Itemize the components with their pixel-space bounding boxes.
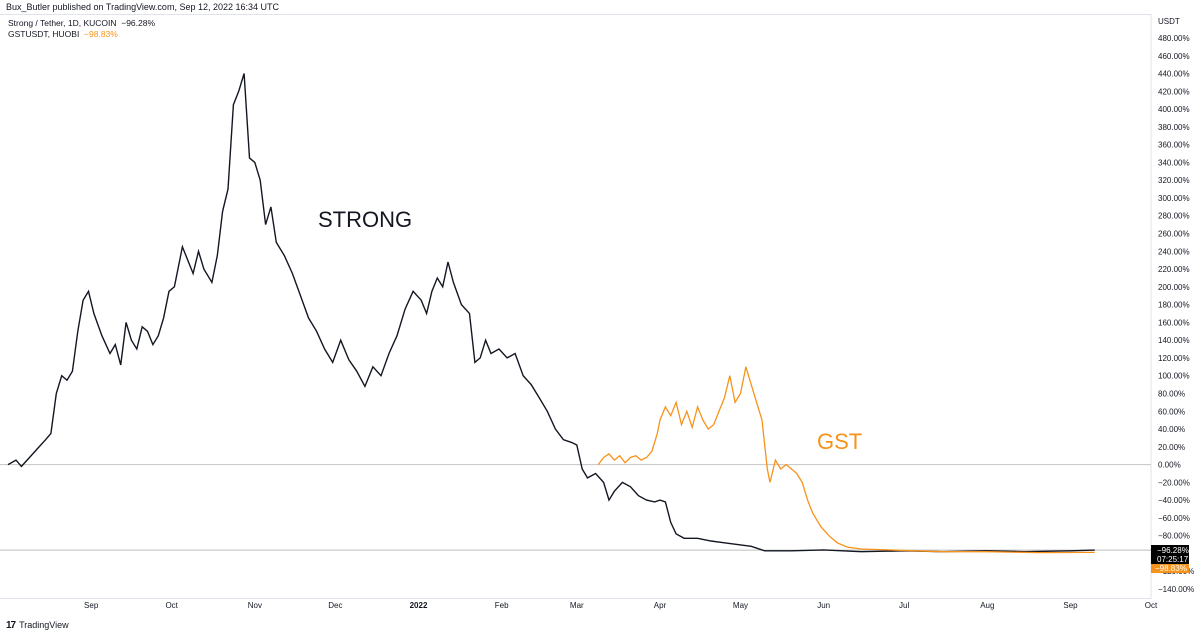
y-tick-label: 340.00% [1158, 158, 1190, 167]
publisher-line: Bux_Butler published on TradingView.com,… [6, 2, 280, 12]
y-tick-label: 60.00% [1158, 407, 1185, 416]
y-tick-label: 320.00% [1158, 176, 1190, 185]
y-tick-label: 440.00% [1158, 70, 1190, 79]
x-tick-label: Mar [570, 601, 584, 610]
y-tick-label: 120.00% [1158, 354, 1190, 363]
gst-annotation: GST [817, 429, 862, 454]
svg-text:−96.28%: −96.28% [1157, 546, 1189, 555]
gst-series-line [597, 366, 1095, 554]
legend-gst-value: −98.83% [84, 29, 118, 39]
chart-frame [0, 14, 1151, 599]
x-tick-label: Jun [817, 601, 830, 610]
x-tick-label: Dec [328, 601, 342, 610]
y-tick-label: 180.00% [1158, 301, 1190, 310]
y-tick-label: 200.00% [1158, 283, 1190, 292]
legend-strong[interactable]: Strong / Tether, 1D, KUCOIN −96.28% [8, 18, 155, 29]
x-tick-label: Nov [248, 601, 262, 610]
x-tick-label: Oct [165, 601, 178, 610]
y-tick-label: 480.00% [1158, 34, 1190, 43]
y-tick-label: 20.00% [1158, 443, 1185, 452]
tradingview-wordmark: TradingView [19, 620, 69, 630]
y-tick-label: 460.00% [1158, 52, 1190, 61]
x-tick-label: Aug [980, 601, 994, 610]
y-tick-label: −20.00% [1158, 478, 1190, 487]
x-axis-ticks: Sep Oct Nov Dec 2022 Feb Mar Apr May Jun Jul Aug Sep… [84, 601, 1158, 610]
y-tick-label: 40.00% [1158, 425, 1185, 434]
gst-price-tag: −98.83% [1151, 564, 1189, 573]
y-tick-label: 360.00% [1158, 141, 1190, 150]
svg-text:07:25:17: 07:25:17 [1157, 555, 1189, 564]
strong-annotation: STRONG [318, 207, 412, 232]
y-tick-label: 0.00% [1158, 461, 1181, 470]
y-tick-label: 420.00% [1158, 87, 1190, 96]
legend-strong-label: Strong / Tether, 1D, KUCOIN [8, 18, 117, 28]
y-tick-label: 240.00% [1158, 247, 1190, 256]
x-tick-label: Apr [654, 601, 667, 610]
y-tick-label: −60.00% [1158, 514, 1190, 523]
y-tick-label: 300.00% [1158, 194, 1190, 203]
y-tick-label: −140.00% [1158, 585, 1194, 594]
legend-strong-value: −96.28% [121, 18, 156, 28]
x-tick-label: Sep [1063, 601, 1078, 610]
y-tick-label: −40.00% [1158, 496, 1190, 505]
svg-text:−98.83%: −98.83% [1155, 564, 1187, 573]
x-tick-label: May [733, 601, 748, 610]
x-tick-label: Feb [495, 601, 509, 610]
y-axis-ticks: 480.00% 460.00% 440.00% 420.00% 400.00% 380.0… [1158, 34, 1194, 594]
strong-series-line [7, 73, 1095, 553]
y-tick-label: 220.00% [1158, 265, 1190, 274]
strong-price-tag: −96.28% 07:25:17 [1151, 545, 1189, 564]
y-tick-label: 160.00% [1158, 318, 1190, 327]
x-tick-label: Sep [84, 601, 99, 610]
x-tick-label: 2022 [410, 601, 428, 610]
y-tick-label: −80.00% [1158, 532, 1190, 541]
x-tick-label: Oct [1145, 601, 1158, 610]
y-tick-label: 260.00% [1158, 230, 1190, 239]
y-tick-label: 380.00% [1158, 123, 1190, 132]
y-tick-label: 100.00% [1158, 372, 1190, 381]
footer-brand[interactable]: 17 TradingView [0, 617, 69, 633]
series-legend: Strong / Tether, 1D, KUCOIN −96.28% GSTU… [8, 18, 155, 40]
tradingview-logo-icon: 17 [6, 619, 16, 631]
legend-gst-label: GSTUSDT, HUOBI [8, 29, 80, 39]
x-tick-label: Jul [899, 601, 909, 610]
y-unit-label: USDT [1158, 17, 1180, 26]
y-tick-label: 80.00% [1158, 389, 1185, 398]
y-tick-label: 280.00% [1158, 212, 1190, 221]
y-tick-label: 140.00% [1158, 336, 1190, 345]
y-tick-label: 400.00% [1158, 105, 1190, 114]
legend-gst[interactable]: GSTUSDT, HUOBI −98.83% [8, 29, 155, 40]
